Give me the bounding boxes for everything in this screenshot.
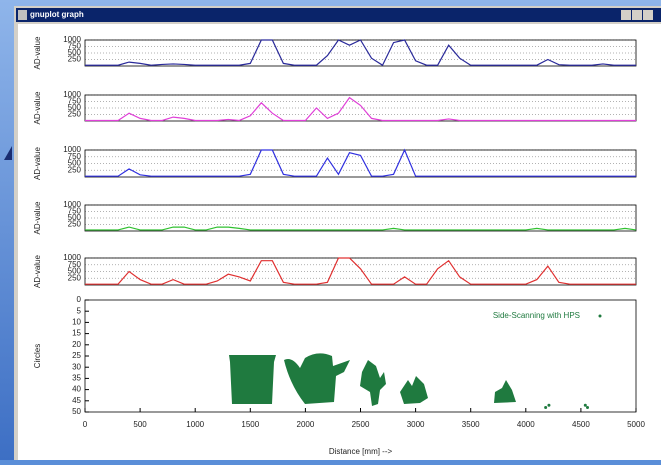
x-tick-label: 0: [83, 420, 88, 429]
close-button[interactable]: [643, 10, 653, 20]
page: gnuplot graph AD-value2505007501000AD-va…: [0, 0, 661, 460]
y-tick-label: 45: [72, 396, 81, 405]
x-tick-label: 3500: [462, 420, 480, 429]
y-tick-label: 35: [72, 374, 81, 383]
legend-marker: [599, 315, 602, 318]
y-tick-label: 25: [72, 351, 81, 360]
y-tick-label: 0: [77, 295, 82, 304]
y-tick-label: 30: [72, 362, 81, 371]
legend-label: Side-Scanning with HPS: [493, 311, 580, 320]
plot-canvas: [18, 24, 661, 460]
x-tick-label: 1500: [241, 420, 259, 429]
y-tick-label: 1000: [63, 200, 81, 209]
y-tick-label: 50: [72, 407, 81, 416]
y-axis-label: AD-value: [33, 91, 42, 124]
x-tick-label: 5000: [627, 420, 645, 429]
minimize-button[interactable]: [621, 10, 631, 20]
window-title: gnuplot graph: [30, 10, 84, 19]
maximize-button[interactable]: [632, 10, 642, 20]
y-tick-label: 10: [72, 318, 81, 327]
x-tick-label: 2500: [352, 420, 370, 429]
x-tick-label: 3000: [407, 420, 425, 429]
y-tick-label: 1000: [63, 253, 81, 262]
y-axis-label: AD-value: [33, 255, 42, 288]
x-tick-label: 500: [133, 420, 147, 429]
bin-silhouette: [229, 355, 276, 404]
y-axis-label: AD-value: [33, 36, 42, 69]
x-tick-label: 4000: [517, 420, 535, 429]
y-tick-label: 40: [72, 385, 81, 394]
data-point: [544, 406, 547, 409]
y-tick-label: 20: [72, 340, 81, 349]
y-tick-label: 1000: [63, 90, 81, 99]
y-axis-label: AD-value: [33, 201, 42, 234]
y-tick-label: 5: [77, 306, 82, 315]
data-point: [586, 406, 589, 409]
data-point: [584, 404, 587, 407]
x-tick-label: 2000: [297, 420, 315, 429]
data-point: [547, 404, 550, 407]
window-icon: [18, 10, 27, 20]
title-bar: [16, 8, 661, 22]
screen: gnuplot graph AD-value2505007501000AD-va…: [0, 0, 661, 460]
y-axis-label: AD-value: [33, 147, 42, 180]
y-tick-label: 15: [72, 329, 81, 338]
x-tick-label: 4500: [572, 420, 590, 429]
y-tick-label: 1000: [63, 35, 81, 44]
y-tick-label: 1000: [63, 145, 81, 154]
x-tick-label: 1000: [186, 420, 204, 429]
y-axis-label: Circles: [33, 344, 42, 368]
x-axis-label: Distance [mm] -->: [329, 447, 393, 456]
